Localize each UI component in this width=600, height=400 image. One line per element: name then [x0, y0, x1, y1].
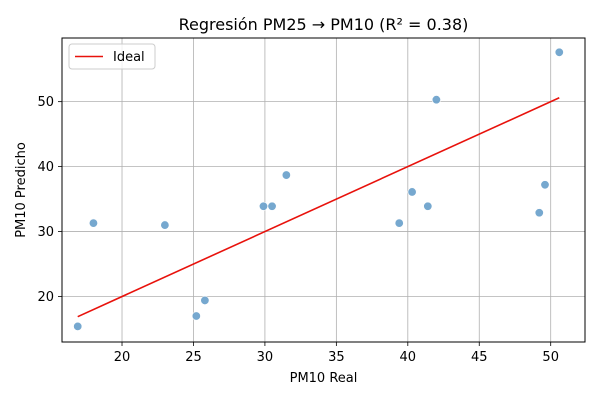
- ideal-line-layer: [77, 97, 560, 318]
- y-tick-label: 20: [37, 290, 54, 305]
- data-point: [540, 180, 550, 190]
- x-tick-label: 25: [185, 350, 202, 365]
- y-tick-label: 50: [37, 95, 54, 110]
- data-point: [534, 208, 544, 218]
- y-axis-label: PM10 Predicho: [14, 142, 29, 238]
- x-tick-label: 20: [114, 350, 131, 365]
- data-point: [267, 201, 277, 211]
- data-point: [281, 170, 291, 180]
- data-point: [407, 187, 417, 197]
- data-point: [394, 218, 404, 228]
- plot-frame: [61, 37, 586, 343]
- data-points: [73, 47, 564, 331]
- x-tick-label: 50: [542, 350, 559, 365]
- data-point: [423, 201, 433, 211]
- data-point: [88, 218, 98, 228]
- data-point: [200, 295, 210, 305]
- ideal-line: [77, 97, 560, 318]
- x-tick-label: 40: [400, 350, 417, 365]
- grid-lines: [62, 38, 585, 342]
- data-point: [258, 201, 268, 211]
- legend-box: [68, 43, 156, 70]
- y-axis-ticks: 20 30 40 50: [37, 95, 62, 305]
- x-axis-label: PM10 Real: [290, 371, 358, 386]
- legend: Ideal: [68, 43, 156, 70]
- legend-label-ideal: Ideal: [113, 50, 145, 65]
- x-tick-label: 30: [257, 350, 274, 365]
- x-tick-label: 45: [471, 350, 488, 365]
- y-tick-label: 40: [37, 160, 54, 175]
- y-tick-label: 30: [37, 225, 54, 240]
- data-point: [191, 311, 201, 321]
- data-point: [160, 220, 170, 230]
- data-point: [431, 95, 441, 105]
- data-point: [554, 47, 564, 57]
- chart-title: Regresión PM25 → PM10 (R² = 0.38): [179, 15, 469, 34]
- x-tick-label: 35: [328, 350, 345, 365]
- x-axis-ticks: 20 25 30 35 40 45 50: [114, 342, 559, 365]
- data-point: [73, 321, 83, 331]
